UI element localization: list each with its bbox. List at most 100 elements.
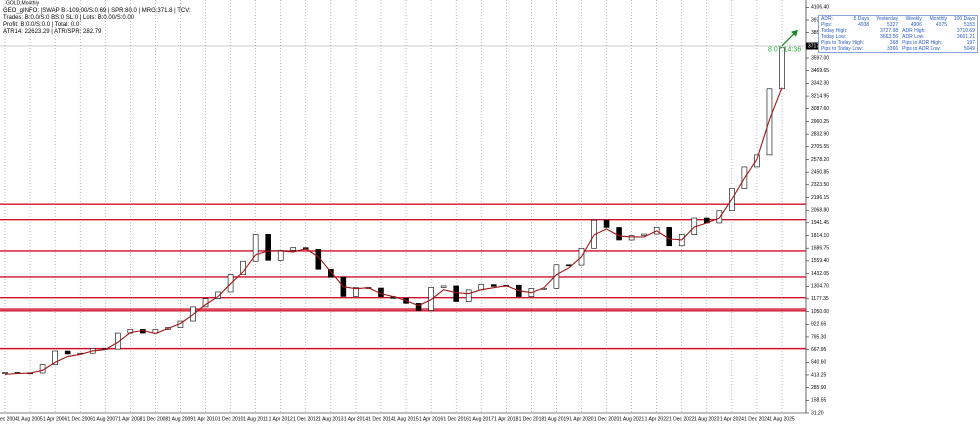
adr-cell: Pips to Today Low: (821, 46, 863, 52)
adr-cell: Pips to ADR High: (902, 40, 943, 46)
price-bar (641, 233, 647, 236)
x-tick-label: 1 Aug 2019 (544, 416, 570, 422)
adr-cell: 4938 (858, 22, 870, 28)
adr-header: ADR: 5 Days Yesterday Weekly Monthly 100 Days (819, 16, 977, 22)
price-bar (766, 88, 773, 156)
x-tick-label: 1 Dec 2012 (293, 416, 319, 422)
y-tick-label: 540.60 (811, 360, 827, 366)
price-bar (277, 250, 284, 261)
price-bar (64, 350, 71, 355)
price-bar (603, 219, 610, 228)
x-tick-label: 1 Aug 2025 (769, 416, 795, 422)
y-tick-label: 2450.85 (811, 169, 829, 175)
x-tick-label: 1 Aug 2011 (243, 416, 268, 422)
x-tick-label: 1 Apr 2014 (344, 416, 368, 422)
x-tick-label: 1 Aug 2015 (393, 416, 419, 422)
price-bar (415, 303, 422, 311)
y-tick-label: 3342.30 (811, 81, 829, 87)
price-bar (2, 372, 8, 374)
price-bar (628, 235, 635, 241)
price-bar (779, 47, 785, 90)
x-tick-label: 1 Dec 2008 (143, 416, 169, 422)
y-tick-label: 1686.75 (811, 246, 829, 252)
y-tick-label: 2196.15 (811, 195, 829, 201)
adr-cell: 5 Days (853, 16, 870, 22)
price-bar (353, 287, 359, 297)
y-tick-label: 3214.95 (811, 93, 829, 99)
price-bar (52, 350, 58, 365)
trend-arrow-head (791, 29, 798, 37)
info-line: GEO_gINFO: |SWAP B:-109.00/S:0.69 | SPR:… (3, 8, 191, 14)
y-tick-label: 3597.00 (811, 55, 829, 61)
y-tick-label: 3087.60 (811, 106, 829, 112)
adr-cell: 4906 (910, 22, 922, 28)
info-line: Profit: B:0.0/S:0.0 | Total: 0.0 (3, 22, 80, 28)
info-line: Trades: B:0.0/S:0 BS:0 SL:0 | Lots: B:0.… (3, 15, 135, 21)
price-bar (453, 285, 459, 302)
adr-cell: ADR: (821, 16, 833, 22)
x-tick-label: 1 Dec 2024 (744, 416, 770, 422)
adr-cell: 4375 (935, 22, 948, 28)
price-bar (252, 234, 259, 262)
adr-cell: 3661.21 (956, 34, 975, 40)
y-tick-label: 2832.90 (811, 131, 829, 137)
price-bar (440, 285, 447, 288)
y-tick-label: 413.25 (811, 372, 827, 378)
adr-row: Pips to Today Low: 3366 Pips to ADR Low: 50… (819, 46, 977, 52)
price-bar (265, 234, 271, 261)
x-tick-label: 1 Apr 2010 (193, 416, 217, 422)
y-tick-label: 31.20 (811, 410, 824, 416)
price-bar (754, 154, 760, 168)
x-tick-label: 1 Aug 2023 (694, 416, 720, 422)
adr-panel: ADR: 5 Days Yesterday Weekly Monthly 100 Days… (818, 15, 978, 53)
adr-cell: 100 Days (953, 16, 975, 22)
x-tick-label: 1 Aug 2005 (17, 416, 43, 422)
x-tick-label: 1 Dec 2006 (67, 416, 93, 422)
price-bar (215, 291, 221, 299)
moving-average-line (4, 87, 783, 375)
price-bar (240, 260, 246, 275)
x-tick-label: 1 Dec 2020 (594, 416, 620, 422)
adr-cell: Today Low: (821, 34, 847, 40)
y-tick-label: 922.65 (811, 322, 827, 328)
price-bar (290, 247, 297, 251)
x-tick-label: 1 Apr 2006 (43, 416, 67, 422)
adr-cell: 5049 (963, 46, 975, 52)
adr-cell: 3710.69 (956, 28, 975, 34)
adr-cell: ADR Low: (902, 34, 925, 40)
y-tick-label: 3469.65 (811, 68, 829, 74)
x-tick-label: 1 Aug 2009 (168, 416, 194, 422)
x-tick-label: 1 Aug 2021 (619, 416, 645, 422)
adr-cell: 3366 (887, 46, 899, 52)
adr-cell: 5327 (887, 22, 899, 28)
y-tick-label: 667.95 (811, 347, 827, 353)
y-tick-label: 1177.35 (811, 296, 829, 302)
x-tick-label: 1 Aug 2013 (318, 416, 344, 422)
adr-cell: Pips: (821, 22, 833, 28)
x-tick-label: 1 Apr 2016 (419, 416, 443, 422)
price-bar (490, 284, 497, 287)
x-tick-label: 1 Aug 2007 (93, 416, 119, 422)
adr-row: Pips to Today High: 368 Pips to ADR High: 1… (819, 40, 977, 46)
y-tick-label: 4106.40 (811, 5, 829, 11)
x-tick-label: 1 Apr 2012 (269, 416, 293, 422)
adr-cell: Today High: (821, 28, 848, 34)
x-tick-label: 1 Apr 2020 (569, 416, 593, 422)
x-tick-label: 1 Dec 2022 (669, 416, 695, 422)
y-tick-label: 1814.10 (811, 233, 829, 239)
adr-cell: 3663.56 (880, 34, 899, 40)
y-tick-label: 1432.05 (811, 271, 829, 277)
x-tick-label: 1 Apr 2024 (720, 416, 744, 422)
y-tick-label: 158.55 (811, 398, 827, 404)
timer: 8 07:14:36 (768, 47, 801, 54)
price-bar (716, 210, 723, 224)
window-title: GOLD,Monthly (6, 0, 40, 6)
y-tick-label: 1941.45 (811, 220, 829, 226)
y-tick-label: 1050.00 (811, 309, 829, 315)
price-bar (666, 227, 673, 247)
adr-table: ADR: 5 Days Yesterday Weekly Monthly 100 Days… (819, 16, 977, 52)
y-tick-label: 285.90 (811, 385, 827, 391)
x-tick-label: 1 Apr 2022 (645, 416, 669, 422)
